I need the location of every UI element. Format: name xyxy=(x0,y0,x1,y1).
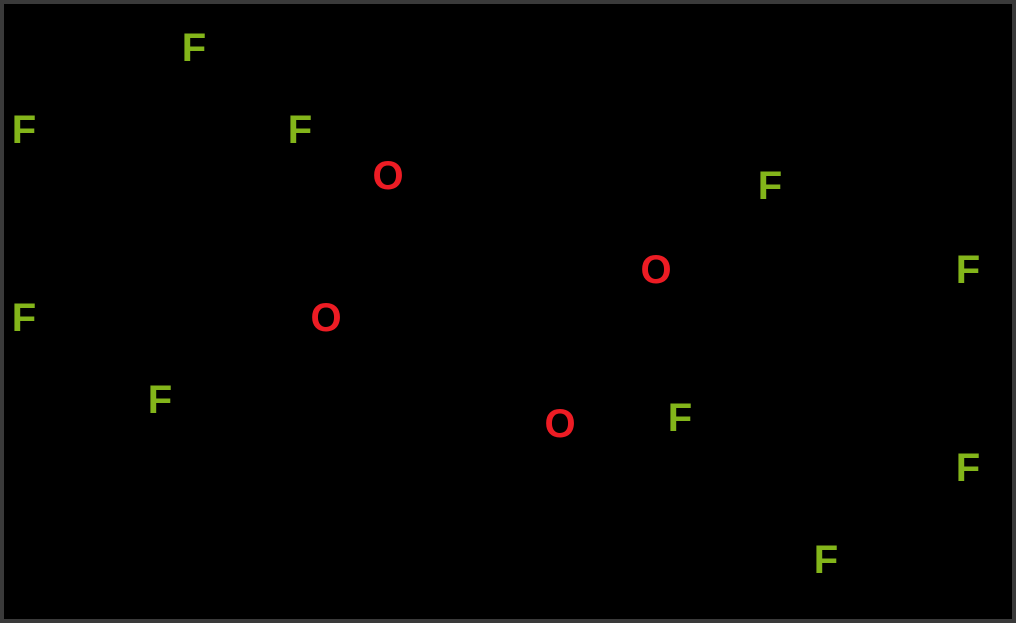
fluorine-atom-label: F xyxy=(12,296,36,340)
fluorine-atom-label: F xyxy=(956,248,980,292)
fluorine-atom-label: F xyxy=(12,108,36,152)
oxygen-atom-label: O xyxy=(640,248,671,292)
fluorine-atom-label: F xyxy=(758,164,782,208)
fluorine-atom-label: F xyxy=(814,538,838,582)
fluorine-atom-label: F xyxy=(668,396,692,440)
fluorine-atom-label: F xyxy=(956,446,980,490)
oxygen-atom-label: O xyxy=(310,296,341,340)
oxygen-atom-label: O xyxy=(372,154,403,198)
fluorine-atom-label: F xyxy=(288,108,312,152)
molecule-diagram: F F F F F O O O O F F F F F xyxy=(0,0,1016,623)
oxygen-atom-label: O xyxy=(544,402,575,446)
fluorine-atom-label: F xyxy=(148,378,172,422)
fluorine-atom-label: F xyxy=(182,26,206,70)
